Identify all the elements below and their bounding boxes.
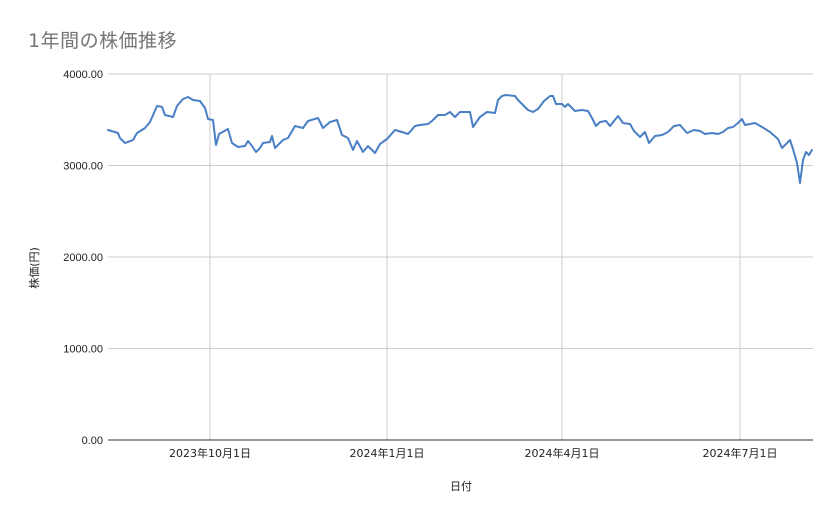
y-axis-ticks: 0.00 1000.00 2000.00 3000.00 4000.00 bbox=[63, 69, 103, 447]
y-tick-label: 3000.00 bbox=[63, 161, 103, 173]
x-axis-ticks: 2023年10月1日 2024年1月1日 2024年4月1日 2024年7月1日 bbox=[169, 446, 778, 460]
x-axis-label: 日付 bbox=[450, 480, 472, 493]
gridlines bbox=[108, 73, 813, 440]
x-tick-label: 2024年4月1日 bbox=[525, 446, 600, 460]
y-axis-label: 株価(円) bbox=[27, 247, 41, 289]
x-tick-label: 2024年7月1日 bbox=[703, 446, 778, 460]
y-tick-label: 2000.00 bbox=[63, 252, 103, 264]
y-tick-label: 0.00 bbox=[82, 435, 103, 447]
y-tick-label: 1000.00 bbox=[63, 344, 103, 356]
price-line bbox=[107, 94, 813, 184]
y-tick-label: 4000.00 bbox=[63, 69, 103, 81]
x-tick-label: 2024年1月1日 bbox=[350, 446, 425, 460]
x-tick-label: 2023年10月1日 bbox=[169, 446, 251, 460]
chart-title: 1年間の株価推移 bbox=[28, 30, 178, 52]
